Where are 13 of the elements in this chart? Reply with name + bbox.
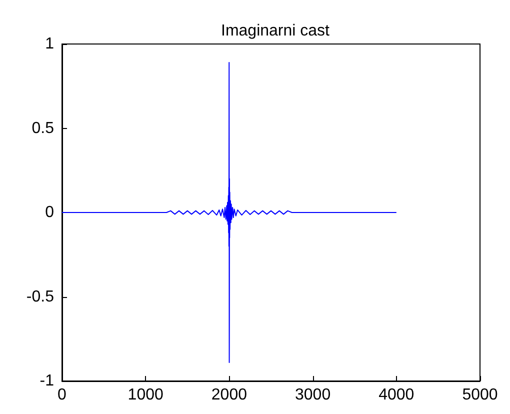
y-tick-label: 0.5: [32, 120, 54, 137]
y-tick-label: -0.5: [26, 288, 54, 306]
y-tick-label: 0: [45, 204, 54, 221]
x-tick-label: 4000: [378, 386, 414, 404]
line-series: [62, 62, 397, 363]
chart-title: Imaginarni cast: [221, 22, 330, 40]
x-tick-label: 0: [58, 386, 67, 404]
x-tick-label: 3000: [295, 386, 331, 404]
x-tick-label: 2000: [211, 386, 248, 404]
y-tick-label: 1: [45, 36, 54, 52]
x-tick-label: 5000: [462, 386, 498, 404]
y-tick-label: -1: [40, 372, 54, 390]
x-tick-label: 1000: [128, 386, 164, 404]
